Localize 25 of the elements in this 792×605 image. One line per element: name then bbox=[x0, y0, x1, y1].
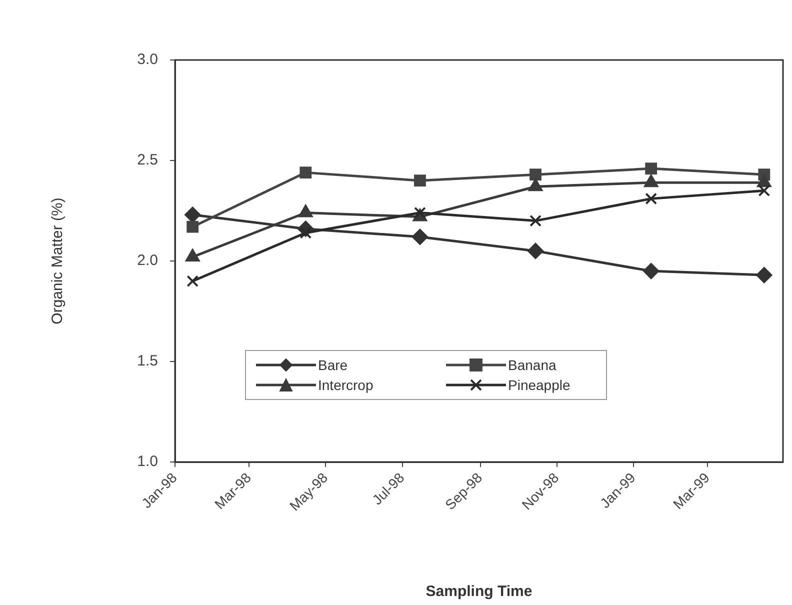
y-tick-label: 1.0 bbox=[137, 453, 158, 470]
y-tick-label: 1.5 bbox=[137, 352, 158, 370]
y-tick-label: 2.0 bbox=[137, 252, 158, 270]
point bbox=[645, 162, 658, 174]
point bbox=[645, 192, 658, 205]
point bbox=[528, 242, 544, 259]
y-axis-title: Organic Matter (%) bbox=[49, 198, 66, 324]
point bbox=[186, 275, 199, 288]
legend-label: Bare bbox=[318, 357, 348, 373]
legend-label: Banana bbox=[508, 357, 556, 373]
point bbox=[184, 206, 201, 223]
legend-label: Pineapple bbox=[508, 377, 570, 393]
x-axis-title: Sampling Time bbox=[426, 583, 532, 600]
point bbox=[643, 263, 660, 280]
point bbox=[758, 184, 770, 197]
point bbox=[186, 220, 199, 233]
point bbox=[530, 214, 542, 227]
point bbox=[530, 168, 542, 181]
point bbox=[300, 166, 312, 179]
point bbox=[414, 174, 426, 187]
y-tick-label: 2.5 bbox=[137, 152, 158, 169]
y-tick-label: 3.0 bbox=[137, 51, 158, 68]
legend-label: Intercrop bbox=[318, 377, 374, 393]
point bbox=[412, 228, 428, 245]
point bbox=[756, 267, 772, 284]
